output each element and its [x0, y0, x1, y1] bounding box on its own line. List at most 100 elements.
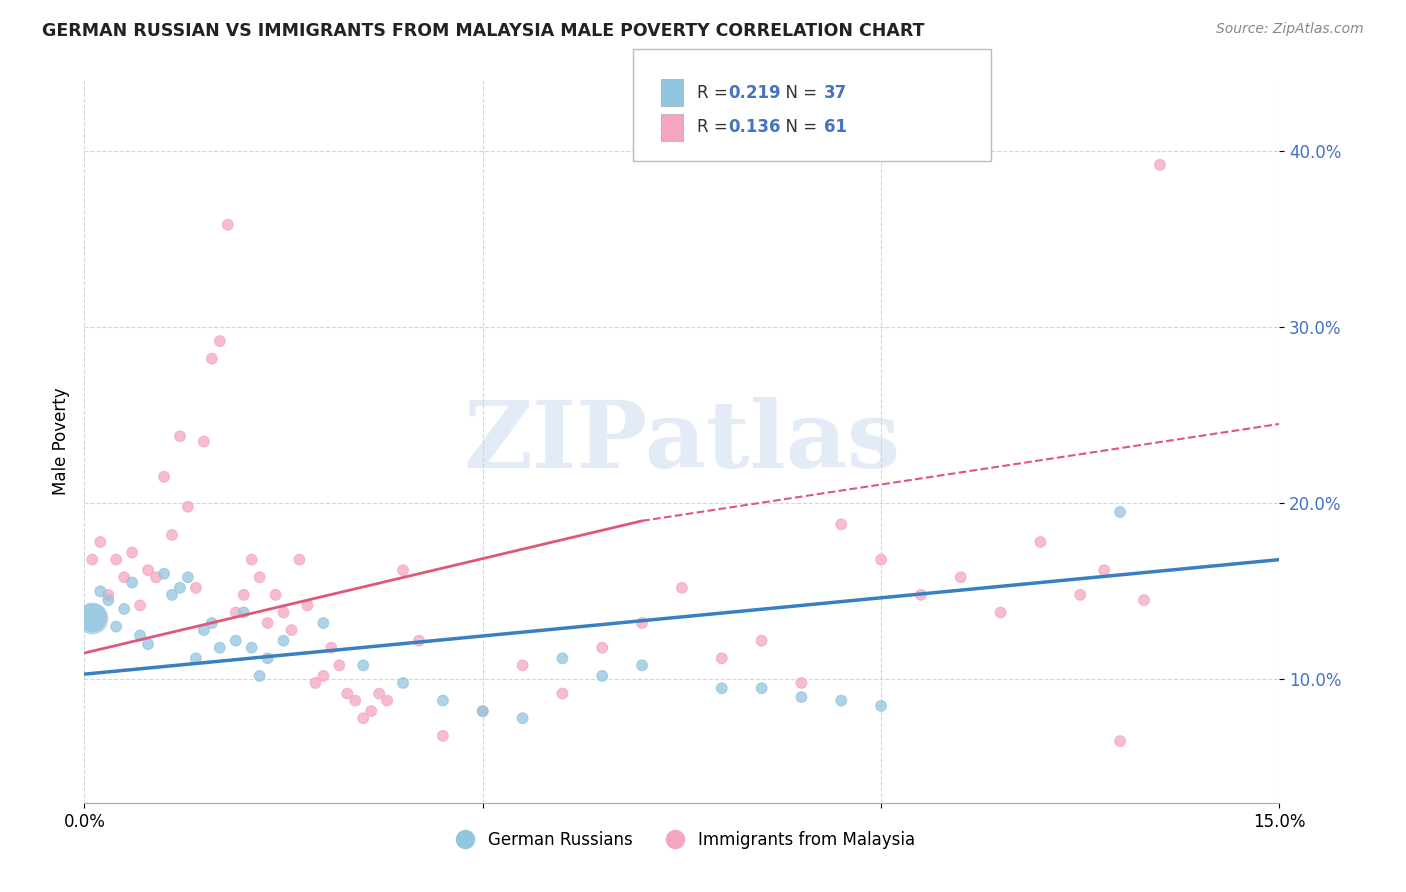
- Point: [136, 563, 159, 577]
- Point: [591, 669, 613, 683]
- Point: [297, 599, 319, 613]
- Point: [201, 351, 224, 366]
- Point: [352, 658, 374, 673]
- Point: [184, 651, 207, 665]
- Point: [273, 633, 295, 648]
- Point: [830, 693, 852, 707]
- Point: [360, 704, 382, 718]
- Point: [256, 651, 278, 665]
- Point: [121, 545, 143, 559]
- Point: [264, 588, 287, 602]
- Point: [512, 711, 534, 725]
- Point: [112, 570, 135, 584]
- Point: [336, 687, 359, 701]
- Point: [240, 640, 263, 655]
- Text: GERMAN RUSSIAN VS IMMIGRANTS FROM MALAYSIA MALE POVERTY CORRELATION CHART: GERMAN RUSSIAN VS IMMIGRANTS FROM MALAYS…: [42, 22, 925, 40]
- Point: [1069, 588, 1091, 602]
- Text: Source: ZipAtlas.com: Source: ZipAtlas.com: [1216, 22, 1364, 37]
- Text: R =: R =: [697, 84, 734, 102]
- Point: [328, 658, 350, 673]
- Point: [193, 434, 215, 449]
- Point: [368, 687, 391, 701]
- Point: [153, 470, 176, 484]
- Point: [169, 581, 191, 595]
- Point: [432, 693, 454, 707]
- Point: [145, 570, 167, 584]
- Point: [177, 500, 200, 514]
- Point: [160, 588, 183, 602]
- Point: [105, 552, 128, 566]
- Point: [949, 570, 972, 584]
- Point: [249, 570, 271, 584]
- Point: [89, 535, 111, 549]
- Point: [153, 566, 176, 581]
- Point: [352, 711, 374, 725]
- Y-axis label: Male Poverty: Male Poverty: [52, 388, 70, 495]
- Point: [136, 637, 159, 651]
- Point: [392, 676, 415, 690]
- Point: [129, 628, 152, 642]
- Point: [432, 729, 454, 743]
- Point: [97, 588, 120, 602]
- Point: [344, 693, 367, 707]
- Point: [97, 593, 120, 607]
- Point: [201, 615, 224, 630]
- Point: [471, 704, 494, 718]
- Point: [870, 552, 893, 566]
- Point: [910, 588, 932, 602]
- Point: [631, 615, 654, 630]
- Point: [312, 615, 335, 630]
- Point: [304, 676, 326, 690]
- Point: [321, 640, 343, 655]
- Point: [280, 623, 302, 637]
- Point: [312, 669, 335, 683]
- Text: 37: 37: [824, 84, 848, 102]
- Point: [710, 651, 733, 665]
- Point: [232, 606, 254, 620]
- Point: [1029, 535, 1052, 549]
- Point: [160, 528, 183, 542]
- Point: [591, 640, 613, 655]
- Point: [375, 693, 398, 707]
- Point: [990, 606, 1012, 620]
- Point: [790, 690, 813, 704]
- Point: [225, 606, 247, 620]
- Point: [671, 581, 693, 595]
- Point: [82, 552, 104, 566]
- Text: 0.136: 0.136: [728, 119, 780, 136]
- Point: [193, 623, 215, 637]
- Point: [551, 651, 574, 665]
- Point: [288, 552, 311, 566]
- Point: [121, 575, 143, 590]
- Point: [870, 698, 893, 713]
- Point: [225, 633, 247, 648]
- Text: N =: N =: [775, 119, 823, 136]
- Point: [208, 640, 231, 655]
- Legend: German Russians, Immigrants from Malaysia: German Russians, Immigrants from Malaysi…: [441, 824, 922, 856]
- Point: [112, 602, 135, 616]
- Point: [830, 517, 852, 532]
- Point: [240, 552, 263, 566]
- Point: [631, 658, 654, 673]
- Point: [751, 681, 773, 696]
- Point: [208, 334, 231, 348]
- Point: [89, 584, 111, 599]
- Point: [82, 611, 104, 625]
- Point: [184, 581, 207, 595]
- Point: [232, 588, 254, 602]
- Point: [551, 687, 574, 701]
- Point: [512, 658, 534, 673]
- Text: R =: R =: [697, 119, 734, 136]
- Point: [105, 619, 128, 633]
- Point: [1092, 563, 1115, 577]
- Point: [471, 704, 494, 718]
- Point: [177, 570, 200, 584]
- Text: ZIPatlas: ZIPatlas: [464, 397, 900, 486]
- Point: [82, 611, 104, 625]
- Point: [1109, 734, 1132, 748]
- Point: [790, 676, 813, 690]
- Point: [273, 606, 295, 620]
- Point: [217, 218, 239, 232]
- Point: [169, 429, 191, 443]
- Point: [249, 669, 271, 683]
